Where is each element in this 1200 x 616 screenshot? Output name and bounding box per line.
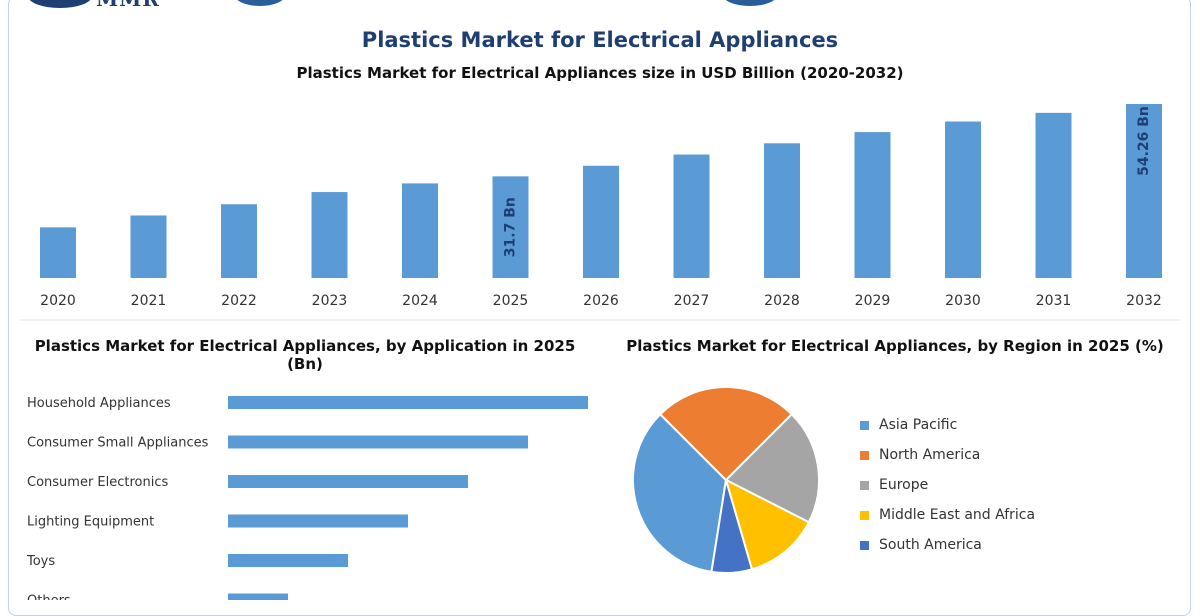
bar-2031	[1035, 112, 1072, 279]
year-tick-label: 2020	[40, 293, 76, 309]
year-tick-label: 2024	[402, 293, 438, 309]
pie-slice-2	[724, 412, 820, 524]
pie-slice-0	[632, 412, 728, 574]
year-tick-label: 2026	[583, 293, 619, 309]
legend-swatch	[860, 480, 869, 490]
application-bar-chart: Household Appliances Consumer Small Appli…	[26, 396, 588, 600]
year-tick-label: 2031	[1036, 293, 1072, 309]
bar-2025	[492, 176, 529, 278]
yearly-bar-chart: 2020 2021 2022 2023 2024 2025 31.7 Bn 2026 2027 2…	[40, 104, 1162, 309]
bar-2028	[764, 143, 800, 278]
app-category-label: Household Appliances	[27, 396, 171, 411]
pie-slice-4	[710, 479, 754, 574]
year-tick-label: 2032	[1126, 293, 1162, 309]
legend-swatch	[860, 510, 869, 520]
top-decor	[29, 0, 775, 8]
year-tick-label: 2023	[312, 293, 348, 309]
bar-2030	[945, 121, 981, 278]
bar-2029	[854, 132, 891, 278]
legend-label: Asia Pacific	[879, 417, 958, 433]
app-bar-0	[228, 396, 588, 409]
region-pie-chart	[632, 386, 820, 574]
legend-label: South America	[879, 537, 982, 553]
app-category-label: Others	[27, 594, 71, 601]
bar-2023	[311, 192, 348, 278]
year-tick-label: 2029	[855, 293, 891, 309]
year-tick-label: 2021	[131, 293, 167, 309]
legend-swatch	[860, 540, 869, 550]
year-tick-label: 2028	[764, 293, 800, 309]
bar-2020	[40, 227, 76, 278]
bar-2022	[221, 204, 257, 278]
page-title: Plastics Market for Electrical Appliance…	[361, 28, 839, 52]
bar-2026	[583, 165, 619, 278]
bar-data-label: 31.7 Bn	[503, 197, 519, 257]
legend-label: Europe	[879, 477, 929, 493]
logo-emblem-icon	[29, 0, 91, 8]
app-category-label: Consumer Small Appliances	[27, 436, 209, 451]
region-chart-title: Plastics Market for Electrical Appliance…	[626, 337, 1164, 355]
application-chart-title: Plastics Market for Electrical Appliance…	[34, 337, 576, 373]
legend-item: Asia Pacific	[860, 410, 1035, 440]
bar-data-label: 54.26 Bn	[1136, 106, 1152, 176]
app-category-label: Lighting Equipment	[27, 515, 154, 530]
logo-text: MMR	[96, 0, 160, 11]
legend-label: North America	[879, 447, 981, 463]
charts-canvas: 2020 2021 2022 2023 2024 2025 31.7 Bn 2026 2027 2…	[20, 104, 1180, 600]
bar-2021	[130, 215, 167, 278]
bar-2032	[1126, 104, 1162, 278]
top-bar: MMR	[0, 0, 1200, 11]
legend-label: Middle East and Africa	[879, 507, 1036, 523]
legend-item: North America	[860, 440, 1035, 470]
pie-slice-3	[724, 478, 811, 571]
legend-swatch	[860, 420, 869, 430]
app-bar-2	[228, 475, 468, 488]
pie-slice-1	[658, 386, 794, 482]
app-bar-3	[228, 514, 408, 528]
legend-item: South America	[860, 530, 1035, 560]
app-category-label: Toys	[26, 554, 55, 569]
legend-item: Europe	[860, 470, 1035, 500]
top-emblem-icon-2	[725, 0, 775, 6]
bar-chart-title: Plastics Market for Electrical Appliance…	[296, 64, 904, 82]
app-bar-5	[228, 593, 288, 600]
app-bar-4	[228, 554, 348, 567]
year-tick-label: 2030	[945, 293, 981, 309]
year-tick-label: 2027	[674, 293, 710, 309]
app-bar-1	[228, 435, 528, 449]
app-category-label: Consumer Electronics	[27, 475, 169, 490]
top-emblem-icon	[237, 0, 283, 6]
legend-swatch	[860, 450, 869, 460]
year-tick-label: 2022	[221, 293, 257, 309]
year-tick-label: 2025	[493, 293, 529, 309]
bar-2027	[673, 154, 710, 278]
legend-item: Middle East and Africa	[860, 500, 1035, 530]
bar-2024	[402, 183, 438, 278]
pie-legend: Asia Pacific North America Europe Middle Ea…	[860, 410, 1035, 560]
